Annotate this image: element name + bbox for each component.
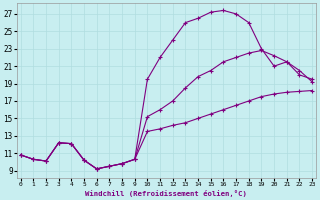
X-axis label: Windchill (Refroidissement éolien,°C): Windchill (Refroidissement éolien,°C) [85,190,247,197]
